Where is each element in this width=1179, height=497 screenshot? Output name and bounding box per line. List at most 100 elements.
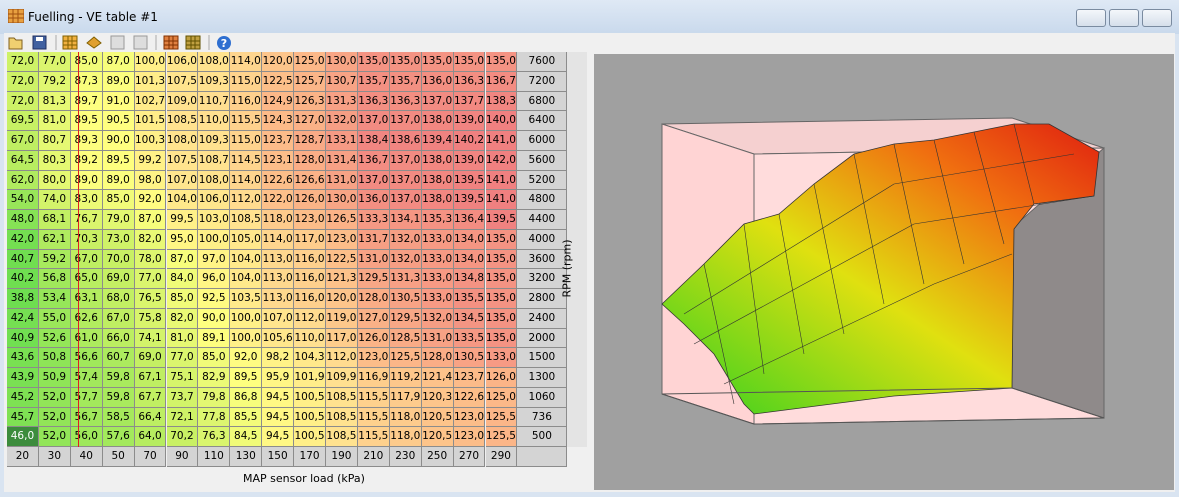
ve-cell[interactable]: 123,0 (294, 210, 326, 230)
ve-cell[interactable]: 81,0 (166, 328, 199, 349)
ve-cell[interactable]: 100,0 (134, 52, 167, 72)
ve-cell[interactable]: 138,0 (421, 190, 454, 210)
ve-cell[interactable]: 126,5 (326, 210, 358, 230)
ve-cell[interactable]: 135,0 (389, 52, 422, 72)
ve-cell[interactable]: 131,0 (357, 249, 390, 270)
ve-cell[interactable]: 123,0 (326, 229, 358, 250)
ve-cell[interactable]: 62,6 (70, 308, 103, 329)
ve-cell[interactable]: 67,0 (7, 131, 39, 151)
ve-cell[interactable]: 100,5 (294, 407, 326, 428)
ve-cell[interactable]: 122,0 (262, 190, 295, 210)
ve-cell[interactable]: 108,5 (326, 427, 358, 447)
ve-cell[interactable]: 59,8 (102, 387, 135, 408)
ve-cell[interactable]: 139,4 (421, 131, 454, 151)
ve-cell[interactable]: 95,0 (166, 229, 199, 250)
ve-cell[interactable]: 65,0 (70, 269, 103, 289)
minimize-button[interactable] (1076, 9, 1106, 27)
ve-cell[interactable]: 139,5 (453, 190, 486, 210)
ve-cell[interactable]: 80,7 (38, 131, 71, 151)
ve-cell[interactable]: 73,7 (166, 387, 199, 408)
ve-cell[interactable]: 104,0 (230, 269, 263, 289)
ve-cell[interactable]: 122,5 (326, 249, 358, 270)
ve-cell[interactable]: 117,0 (326, 328, 358, 349)
ve-cell[interactable]: 84,5 (230, 427, 263, 447)
rpm-header[interactable]: 4800 (517, 190, 568, 210)
ve-cell[interactable]: 89,3 (70, 131, 103, 151)
ve-cell[interactable]: 135,0 (485, 269, 518, 289)
map-header[interactable]: 150 (262, 447, 295, 467)
ve-cell[interactable]: 52,0 (38, 387, 71, 408)
ve-cell[interactable]: 106,0 (198, 190, 231, 210)
ve-cell[interactable]: 126,0 (357, 328, 390, 349)
ve-cell[interactable]: 140,2 (453, 131, 486, 151)
ve-cell[interactable]: 67,1 (134, 368, 167, 388)
ve-cell[interactable]: 82,9 (198, 368, 231, 388)
ve-cell[interactable]: 117,9 (389, 387, 422, 408)
ve-cell[interactable]: 135,3 (421, 210, 454, 230)
save-button[interactable] (32, 35, 47, 50)
ve-cell[interactable]: 62,1 (38, 229, 71, 250)
ve-cell[interactable]: 108,5 (326, 407, 358, 428)
ve-cell[interactable]: 116,0 (230, 91, 263, 112)
ve-cell[interactable]: 59,2 (38, 249, 71, 270)
ve-cell[interactable]: 125,5 (485, 407, 518, 428)
ve-cell[interactable]: 79,8 (198, 387, 231, 408)
ve-cell[interactable]: 123,0 (453, 407, 486, 428)
ve-cell[interactable]: 128,7 (294, 131, 326, 151)
ve-cell[interactable]: 48,0 (7, 210, 39, 230)
ve-cell[interactable]: 81,3 (38, 91, 71, 112)
ve-cell[interactable]: 54,0 (7, 190, 39, 210)
ve-cell[interactable]: 100,5 (294, 427, 326, 447)
ve-cell[interactable]: 109,9 (326, 368, 358, 388)
ve-cell[interactable]: 138,4 (357, 131, 390, 151)
ve-cell[interactable]: 120,5 (421, 407, 454, 428)
ve-cell[interactable]: 52,0 (38, 427, 71, 447)
ve-cell[interactable]: 115,5 (357, 387, 390, 408)
rpm-header[interactable]: 1300 (517, 368, 568, 388)
rpm-header[interactable]: 1500 (517, 348, 568, 368)
ve-cell[interactable]: 83,0 (70, 190, 103, 210)
ve-cell[interactable]: 120,5 (421, 427, 454, 447)
map-header[interactable]: 110 (198, 447, 231, 467)
ve-cell[interactable]: 123,0 (453, 427, 486, 447)
map-header[interactable]: 30 (38, 447, 71, 467)
ve-cell[interactable]: 57,4 (70, 368, 103, 388)
ve-cell[interactable]: 118,0 (389, 427, 422, 447)
ve-cell[interactable]: 40,9 (7, 328, 39, 349)
ve-cell[interactable]: 133,0 (421, 229, 454, 250)
ve-cell[interactable]: 92,0 (134, 190, 167, 210)
ve-cell[interactable]: 114,0 (230, 170, 263, 191)
rows-button[interactable] (133, 35, 148, 50)
ve-cell[interactable]: 66,4 (134, 407, 167, 428)
ve-cell[interactable]: 141,0 (485, 170, 518, 191)
ve-cell[interactable]: 82,0 (166, 308, 199, 329)
ve-cell[interactable]: 131,3 (326, 91, 358, 112)
ve-cell[interactable]: 122,6 (262, 170, 295, 191)
ve-cell[interactable]: 87,0 (166, 249, 199, 270)
ve-cell[interactable]: 56,8 (38, 269, 71, 289)
rpm-header[interactable]: 1060 (517, 387, 568, 408)
map-header[interactable]: 130 (230, 447, 263, 467)
ve-cell[interactable]: 125,0 (485, 387, 518, 408)
ve-cell[interactable]: 136,7 (485, 71, 518, 92)
ve-cell[interactable]: 134,5 (453, 308, 486, 329)
ve-cell[interactable]: 45,7 (7, 407, 39, 428)
ve-cell[interactable]: 105,0 (230, 229, 263, 250)
map-header[interactable]: 230 (389, 447, 422, 467)
ve-cell[interactable]: 138,0 (421, 111, 454, 131)
ve-cell[interactable]: 114,0 (262, 229, 295, 250)
ve-cell[interactable]: 56,7 (70, 407, 103, 428)
ve-cell[interactable]: 120,3 (421, 387, 454, 408)
ve-cell[interactable]: 110,0 (198, 111, 231, 131)
ve-cell[interactable]: 129,5 (389, 308, 422, 329)
ve-cell[interactable]: 80,0 (38, 170, 71, 191)
ve-cell[interactable]: 102,7 (134, 91, 167, 112)
ve-cell[interactable]: 108,0 (198, 170, 231, 191)
ve-cell[interactable]: 58,5 (102, 407, 135, 428)
ve-cell[interactable]: 121,4 (421, 368, 454, 388)
ve-cell[interactable]: 113,0 (262, 249, 295, 270)
ve-cell[interactable]: 72,0 (7, 71, 39, 92)
ve-cell[interactable]: 43,9 (7, 368, 39, 388)
ve-cell[interactable]: 89,2 (70, 150, 103, 171)
ve-cell[interactable]: 89,5 (230, 368, 263, 388)
